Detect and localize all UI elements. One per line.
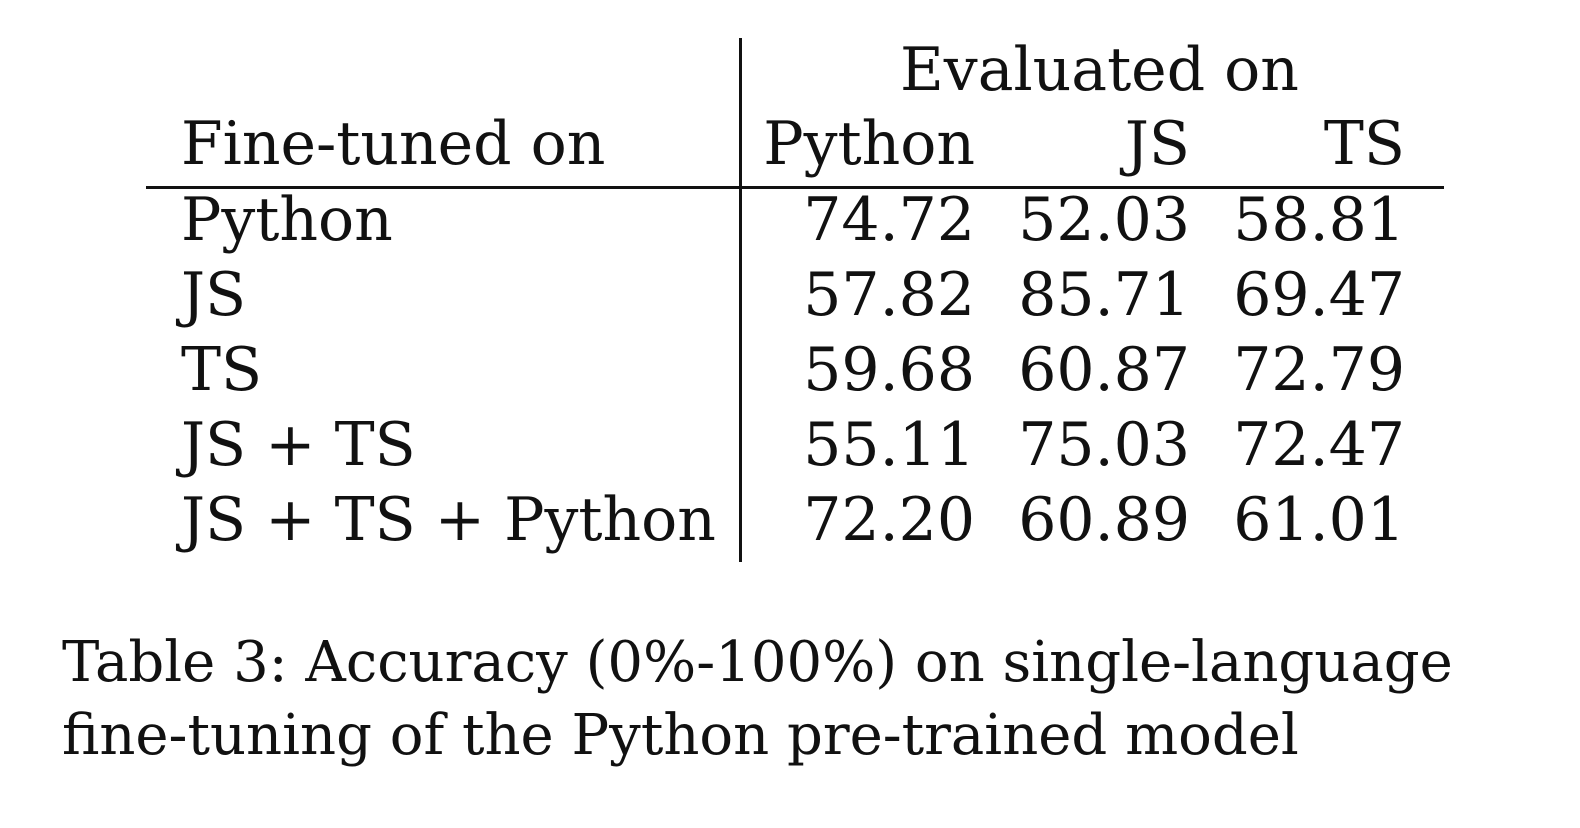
header-rule: [146, 186, 1444, 189]
row-label: JS: [181, 260, 247, 330]
table-cell: 69.47: [1233, 260, 1405, 330]
table-cell: 52.03: [1018, 185, 1190, 255]
table-cell: 59.68: [803, 335, 975, 405]
group-header-evaluated-on: Evaluated on: [900, 35, 1299, 105]
table-cell: 58.81: [1233, 185, 1405, 255]
results-table: Evaluated on Fine-tuned on Python JS TS …: [146, 35, 1444, 562]
table-cell: 74.72: [803, 185, 975, 255]
table-cell: 85.71: [1018, 260, 1190, 330]
table-cell: 60.89: [1018, 485, 1190, 555]
column-header-ts: TS: [1323, 109, 1405, 179]
column-header-js: JS: [1124, 109, 1190, 179]
row-label: TS: [181, 335, 263, 405]
row-label: Python: [181, 185, 393, 255]
table-cell: 72.79: [1233, 335, 1405, 405]
column-header-python: Python: [763, 109, 975, 179]
table-cell: 61.01: [1233, 485, 1405, 555]
row-header-fine-tuned-on: Fine-tuned on: [181, 109, 606, 179]
column-divider: [739, 38, 742, 562]
row-label: JS + TS + Python: [181, 485, 716, 555]
table-cell: 72.47: [1233, 410, 1405, 480]
table-cell: 57.82: [803, 260, 975, 330]
table-cell: 55.11: [803, 410, 975, 480]
table-caption: Table 3: Accuracy (0%-100%) on single-la…: [62, 630, 1453, 768]
table-cell: 75.03: [1018, 410, 1190, 480]
table-cell: 60.87: [1018, 335, 1190, 405]
table-cell: 72.20: [803, 485, 975, 555]
row-label: JS + TS: [181, 410, 416, 480]
